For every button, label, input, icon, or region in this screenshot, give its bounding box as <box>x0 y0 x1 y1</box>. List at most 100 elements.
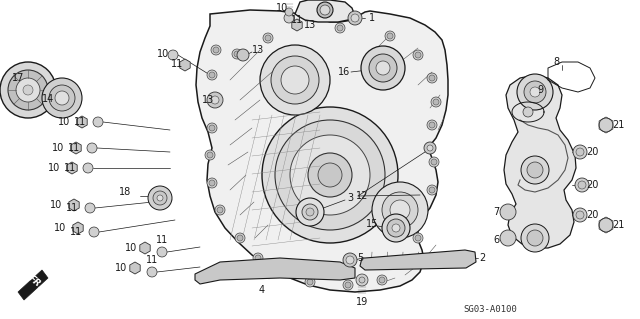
Circle shape <box>413 233 423 243</box>
Polygon shape <box>180 59 190 71</box>
Circle shape <box>87 143 97 153</box>
Circle shape <box>379 277 385 283</box>
Text: 11: 11 <box>156 235 168 245</box>
Text: 20: 20 <box>586 180 598 190</box>
Text: 10: 10 <box>54 223 66 233</box>
Circle shape <box>296 198 324 226</box>
Circle shape <box>232 49 242 59</box>
Text: 18: 18 <box>119 187 131 197</box>
Circle shape <box>392 224 400 232</box>
Circle shape <box>429 122 435 128</box>
Circle shape <box>153 191 167 205</box>
Circle shape <box>284 13 294 23</box>
Circle shape <box>401 257 411 267</box>
Circle shape <box>209 72 215 78</box>
Circle shape <box>500 204 516 220</box>
Polygon shape <box>69 199 79 211</box>
Text: 19: 19 <box>356 297 368 307</box>
Text: 20: 20 <box>586 210 598 220</box>
Text: 11: 11 <box>146 255 158 265</box>
Circle shape <box>207 152 213 158</box>
Text: 10: 10 <box>115 263 127 273</box>
Circle shape <box>209 125 215 131</box>
Circle shape <box>524 81 546 103</box>
Polygon shape <box>292 19 302 31</box>
Circle shape <box>427 145 433 151</box>
Circle shape <box>0 62 56 118</box>
Circle shape <box>211 96 219 104</box>
Text: 2: 2 <box>479 253 485 263</box>
Circle shape <box>255 255 261 261</box>
Circle shape <box>209 180 215 186</box>
Text: 3: 3 <box>347 193 353 203</box>
Text: 11: 11 <box>64 163 76 173</box>
Circle shape <box>521 224 549 252</box>
Circle shape <box>253 253 263 263</box>
Circle shape <box>209 97 219 107</box>
Circle shape <box>335 23 345 33</box>
Text: 8: 8 <box>553 57 559 67</box>
Circle shape <box>275 120 385 230</box>
Text: 16: 16 <box>338 67 350 77</box>
Circle shape <box>305 277 315 287</box>
Polygon shape <box>18 270 48 300</box>
Circle shape <box>211 45 221 55</box>
Text: 10: 10 <box>125 243 137 253</box>
Circle shape <box>573 145 587 159</box>
Circle shape <box>271 56 319 104</box>
Text: 11: 11 <box>291 15 303 25</box>
Circle shape <box>403 259 409 265</box>
Circle shape <box>356 274 368 286</box>
Circle shape <box>385 31 395 41</box>
Text: 9: 9 <box>537 85 543 95</box>
Text: 17: 17 <box>12 73 24 83</box>
Circle shape <box>8 70 48 110</box>
Circle shape <box>576 211 584 219</box>
Text: 5: 5 <box>357 253 363 263</box>
Circle shape <box>157 247 167 257</box>
Circle shape <box>348 11 362 25</box>
Text: 15: 15 <box>366 219 378 229</box>
Circle shape <box>376 61 390 75</box>
Text: 21: 21 <box>612 220 624 230</box>
Circle shape <box>265 35 271 41</box>
Polygon shape <box>196 10 448 292</box>
Text: 20: 20 <box>586 147 598 157</box>
Circle shape <box>578 181 586 189</box>
Text: 12: 12 <box>356 191 368 201</box>
Circle shape <box>599 218 613 232</box>
Circle shape <box>517 74 553 110</box>
Circle shape <box>343 253 357 267</box>
Circle shape <box>424 142 436 154</box>
Circle shape <box>16 78 40 102</box>
Text: 11: 11 <box>68 143 80 153</box>
Circle shape <box>431 159 437 165</box>
Text: 10: 10 <box>50 200 62 210</box>
Polygon shape <box>295 0 355 22</box>
Polygon shape <box>77 116 87 128</box>
Circle shape <box>427 73 437 83</box>
Circle shape <box>387 33 393 39</box>
Text: 11: 11 <box>171 59 183 69</box>
Circle shape <box>390 200 410 220</box>
Circle shape <box>527 162 543 178</box>
Text: 10: 10 <box>48 163 60 173</box>
Polygon shape <box>140 242 150 254</box>
Circle shape <box>576 148 584 156</box>
Circle shape <box>429 187 435 193</box>
Circle shape <box>337 25 343 31</box>
Circle shape <box>290 135 370 215</box>
Circle shape <box>215 205 225 215</box>
Circle shape <box>372 182 428 238</box>
Circle shape <box>575 178 589 192</box>
Circle shape <box>429 157 439 167</box>
Circle shape <box>263 33 273 43</box>
Circle shape <box>217 207 223 213</box>
Circle shape <box>205 150 215 160</box>
Circle shape <box>147 267 157 277</box>
Circle shape <box>413 50 423 60</box>
Text: 13: 13 <box>202 95 214 105</box>
Text: 10: 10 <box>276 3 288 13</box>
Circle shape <box>237 235 243 241</box>
Text: 11: 11 <box>66 203 78 213</box>
